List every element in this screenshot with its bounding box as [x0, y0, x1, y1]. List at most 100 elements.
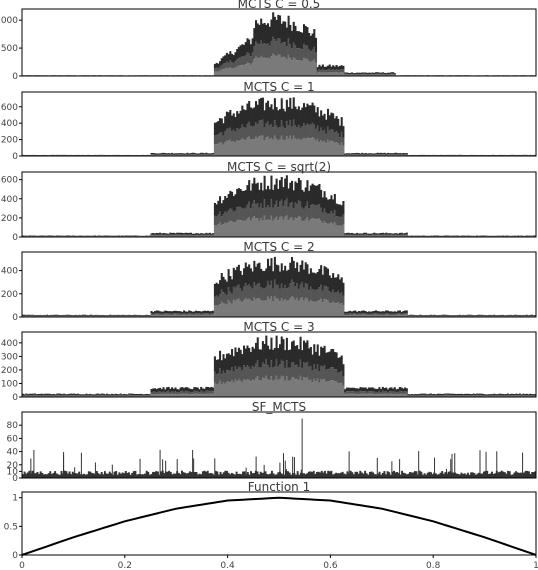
- histogram-bar-mid: [368, 154, 371, 156]
- plot-frame: [21, 331, 537, 398]
- histogram-bar-mid: [135, 395, 138, 396]
- histogram-bar-base: [164, 235, 167, 237]
- histogram-bar-base: [320, 72, 323, 76]
- histogram-bar-mid: [530, 395, 533, 396]
- histogram-bar-top: [527, 315, 530, 316]
- histogram-bar-top: [385, 153, 388, 155]
- histogram-bar-mid: [347, 74, 350, 75]
- histogram-bar-base: [212, 393, 215, 397]
- histogram-bar-base: [378, 315, 381, 317]
- histogram-bar-mid: [164, 154, 167, 155]
- histogram-bar-mid: [213, 135, 216, 145]
- histogram-bar-base: [217, 305, 220, 317]
- histogram-bar-mid: [356, 234, 359, 236]
- histogram-bar-top: [380, 311, 383, 314]
- histogram-bar-base: [219, 222, 222, 237]
- histogram-bar-top: [354, 233, 357, 235]
- histogram-bar-base: [88, 395, 91, 397]
- histogram-bar-mid: [229, 291, 232, 303]
- histogram-bar-top: [263, 343, 266, 365]
- histogram-bar-mid: [121, 395, 124, 397]
- histogram-bar-mid: [167, 154, 170, 156]
- histogram-bar-base: [405, 393, 408, 397]
- histogram-bar-base: [205, 235, 208, 237]
- histogram-bar-top: [397, 153, 400, 155]
- histogram-bar-top: [362, 310, 366, 314]
- histogram-bar-base: [268, 220, 271, 237]
- histogram-bar-top: [123, 314, 126, 316]
- histogram-bar-top: [215, 282, 218, 296]
- histogram-bar-top: [467, 393, 470, 396]
- histogram-bar-base: [135, 395, 138, 397]
- histogram-bar-base: [373, 235, 376, 237]
- sf-bar: [102, 474, 105, 478]
- sf-bar: [179, 474, 182, 478]
- histogram-bar-base: [388, 393, 391, 397]
- histogram-bar-mid: [174, 313, 177, 315]
- histogram-bar-top: [395, 389, 398, 393]
- histogram-bar-mid: [66, 395, 69, 397]
- x-tick-label: 0.4: [220, 561, 235, 570]
- y-tick-label: 80: [7, 421, 19, 431]
- histogram-bar-top: [210, 386, 213, 391]
- histogram-bar-top: [302, 340, 306, 363]
- histogram-bar-mid: [290, 279, 294, 297]
- histogram-bar-mid: [227, 62, 230, 69]
- histogram-bar-base: [479, 395, 482, 397]
- histogram-bar-base: [215, 71, 218, 76]
- histogram-bar-mid: [37, 395, 40, 396]
- histogram-bar-mid: [159, 154, 162, 156]
- histogram-bar-top: [128, 393, 131, 395]
- histogram-bar-mid: [234, 287, 237, 301]
- histogram-bar-base: [138, 395, 141, 397]
- sf-bar: [272, 473, 275, 478]
- histogram-bar-mid: [57, 315, 61, 317]
- histogram-bar-top: [287, 350, 290, 368]
- histogram-bar-mid: [400, 313, 403, 316]
- histogram-bar-top: [99, 315, 102, 316]
- histogram-bar-top: [45, 314, 49, 316]
- histogram-bar-mid: [270, 40, 273, 57]
- histogram-bar-mid: [333, 369, 336, 382]
- histogram-bar-mid: [488, 315, 491, 317]
- histogram-bar-base: [157, 393, 160, 397]
- histogram-bar-top: [385, 310, 388, 313]
- histogram-bar-mid: [201, 154, 204, 155]
- sf-bar: [224, 470, 227, 478]
- histogram-bar-base: [167, 393, 170, 397]
- sf-bar: [187, 472, 190, 478]
- sf-bar: [357, 473, 360, 478]
- histogram-bar-top: [27, 394, 30, 396]
- sf-bar: [328, 471, 331, 478]
- histogram-bar-top: [231, 349, 234, 368]
- histogram-bar-base: [414, 395, 417, 397]
- histogram-bar-mid: [249, 208, 252, 221]
- histogram-bar-mid: [277, 127, 280, 141]
- histogram-bar-base: [296, 218, 299, 237]
- histogram-bar-base: [321, 302, 324, 317]
- plot-frame: [21, 251, 537, 318]
- histogram-bar-top: [248, 100, 251, 122]
- sf-bar: [113, 471, 116, 478]
- histogram-bar-mid: [486, 395, 489, 397]
- histogram-bar-base: [42, 395, 45, 397]
- histogram-bar-top: [489, 314, 492, 316]
- histogram-bar-top: [366, 153, 369, 155]
- histogram-bar-top: [215, 359, 218, 374]
- histogram-bar-base: [249, 138, 252, 156]
- histogram-bar-mid: [337, 132, 340, 144]
- histogram-bar-base: [340, 142, 343, 156]
- histogram-bar-mid: [49, 315, 52, 317]
- histogram-bar-top: [183, 388, 186, 392]
- sf-bar: [243, 471, 246, 478]
- histogram-bar-top: [167, 386, 170, 391]
- sf-bar: [240, 474, 243, 478]
- histogram-bar-mid: [313, 364, 316, 379]
- histogram-bar-mid: [524, 315, 527, 317]
- sf-bar: [193, 471, 196, 478]
- histogram-bar-top: [486, 394, 489, 396]
- histogram-bar-mid: [419, 394, 422, 396]
- histogram-bar-top: [359, 153, 362, 155]
- histogram-bar-mid: [390, 73, 393, 75]
- histogram-bar-base: [160, 154, 163, 156]
